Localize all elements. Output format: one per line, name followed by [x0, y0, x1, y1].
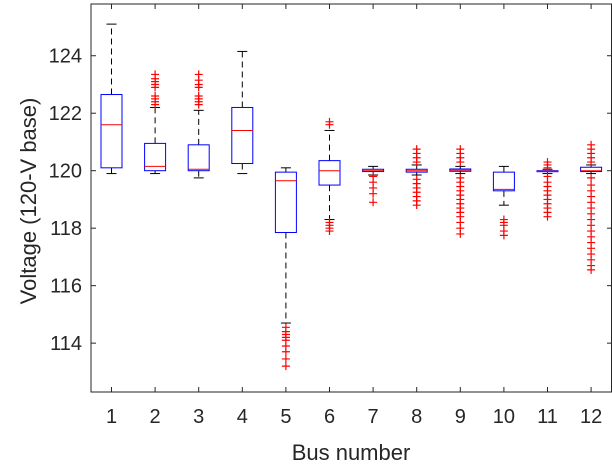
- box-group-bus-9: [449, 145, 472, 238]
- box-group-bus-11: [536, 158, 559, 221]
- box-group-bus-2: [144, 70, 167, 175]
- box-group-bus-7: [362, 165, 385, 207]
- outlier-marker: [151, 91, 160, 100]
- outlier-marker: [543, 212, 552, 221]
- x-tick-label: 4: [237, 406, 248, 428]
- box-group-bus-12: [580, 140, 603, 274]
- outlier-marker: [281, 347, 290, 356]
- outlier-marker: [194, 70, 203, 79]
- x-tick-label: 2: [150, 406, 161, 428]
- y-tick-label: 122: [49, 103, 82, 125]
- box-iqr: [492, 171, 515, 192]
- box-group-bus-6: [318, 117, 341, 236]
- outlier-marker: [499, 231, 508, 240]
- outlier-marker: [151, 70, 160, 79]
- outlier-marker: [194, 91, 203, 100]
- x-tick-label: 11: [537, 406, 558, 428]
- outlier-marker: [369, 189, 378, 198]
- box-group-bus-4: [231, 50, 254, 175]
- x-tick-label: 10: [493, 406, 515, 428]
- y-tick-label: 118: [50, 218, 82, 240]
- outlier-marker: [456, 229, 465, 238]
- x-tick-label: 6: [324, 406, 335, 428]
- box-group-bus-5: [274, 167, 297, 371]
- box-iqr: [231, 106, 254, 165]
- box-group-bus-8: [405, 145, 428, 210]
- box-iqr: [274, 171, 297, 233]
- box-iqr: [100, 94, 123, 169]
- outlier-marker: [587, 265, 596, 274]
- x-tick-label: 9: [455, 406, 466, 428]
- outlier-marker: [587, 140, 596, 149]
- box-iqr: [187, 144, 210, 172]
- x-tick-label: 5: [280, 406, 291, 428]
- box-group-bus-10: [492, 165, 515, 240]
- outlier-marker: [281, 354, 290, 363]
- outlier-marker: [412, 145, 421, 154]
- x-tick-label: 7: [368, 406, 379, 428]
- x-tick-label: 8: [411, 406, 422, 428]
- box-iqr: [580, 166, 603, 173]
- box-iqr: [318, 160, 341, 186]
- box-iqr: [144, 142, 167, 172]
- outlier-marker: [369, 198, 378, 207]
- x-tick-label: 1: [106, 406, 117, 428]
- outlier-marker: [587, 173, 596, 182]
- y-tick-label: 124: [49, 46, 82, 68]
- x-tick-label: 12: [580, 406, 602, 428]
- outlier-marker: [325, 227, 334, 236]
- outlier-marker: [281, 362, 290, 371]
- y-axis-label: Voltage (120-V base): [16, 98, 41, 305]
- box-group-bus-3: [187, 70, 210, 179]
- y-tick-label: 114: [50, 333, 82, 355]
- outlier-marker: [456, 145, 465, 154]
- x-tick-label: 3: [193, 406, 204, 428]
- outlier-marker: [412, 201, 421, 210]
- outlier-marker: [543, 158, 552, 167]
- x-axis-label: Bus number: [292, 440, 411, 465]
- outlier-marker: [325, 117, 334, 126]
- y-tick-label: 120: [49, 161, 82, 183]
- y-tick-label: 116: [50, 276, 82, 298]
- box-group-bus-1: [100, 23, 123, 175]
